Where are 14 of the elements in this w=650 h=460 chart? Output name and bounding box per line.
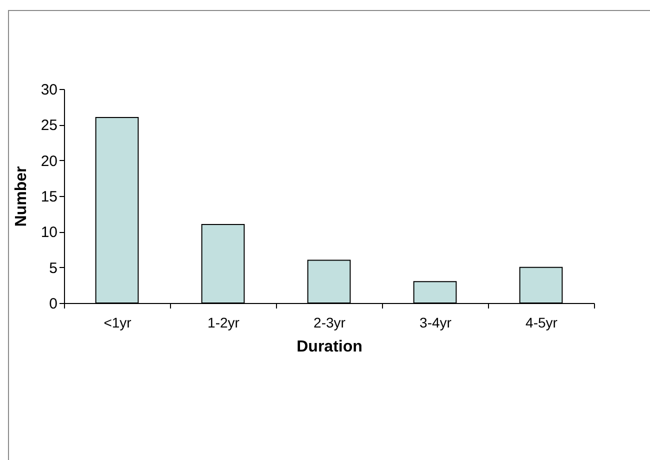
y-tick-label: 30 xyxy=(40,82,58,98)
x-tick-label: 2-3yr xyxy=(314,314,346,330)
x-axis-title: Duration xyxy=(296,338,362,356)
y-tick-label: 15 xyxy=(40,188,58,206)
x-tick-label: <1yr xyxy=(104,314,132,330)
y-tick-label: 10 xyxy=(40,224,58,242)
y-tick-label: 0 xyxy=(49,296,58,312)
y-tick-label: 5 xyxy=(49,260,58,277)
x-tick-label: 1-2yr xyxy=(208,314,240,330)
x-tick-label: 3-4yr xyxy=(420,314,452,330)
y-axis-title: Number xyxy=(12,166,30,227)
x-tick-label: 4-5yr xyxy=(526,314,558,330)
y-tick-label: 20 xyxy=(40,152,58,170)
y-tick-label: 25 xyxy=(40,117,58,134)
